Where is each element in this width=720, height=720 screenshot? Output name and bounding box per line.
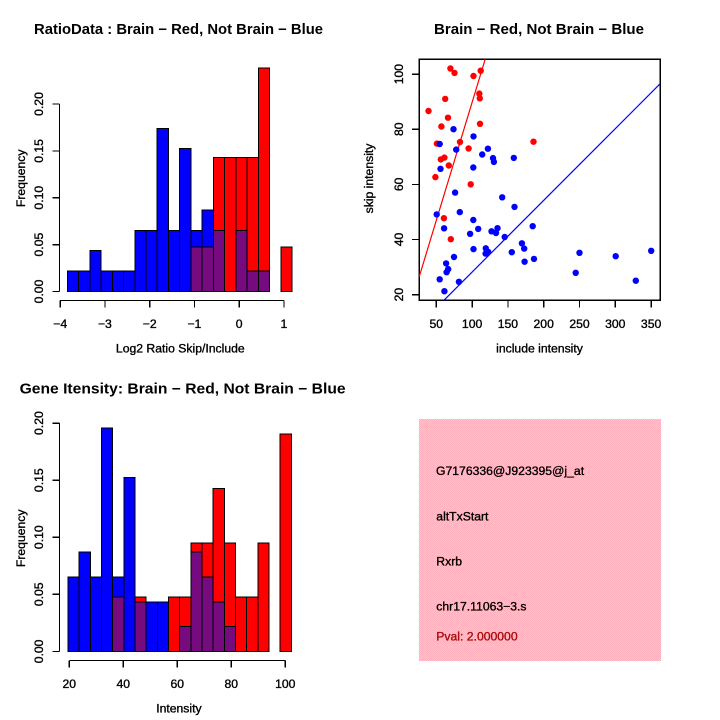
svg-text:0: 0: [236, 317, 243, 331]
svg-text:250: 250: [569, 317, 590, 331]
svg-text:0.00: 0.00: [32, 279, 46, 303]
svg-text:0.10: 0.10: [32, 525, 46, 549]
svg-text:Frequency: Frequency: [14, 509, 28, 567]
svg-text:−4: −4: [53, 317, 67, 331]
svg-text:0.20: 0.20: [32, 411, 46, 435]
svg-text:40: 40: [392, 233, 406, 247]
svg-text:0.00: 0.00: [32, 639, 46, 663]
svg-text:−2: −2: [143, 317, 157, 331]
svg-text:chr17.11063−3.s: chr17.11063−3.s: [436, 600, 526, 614]
svg-text:40: 40: [117, 677, 131, 691]
svg-text:0.10: 0.10: [32, 186, 46, 210]
svg-text:−1: −1: [187, 317, 201, 331]
svg-text:Pval: 2.000000: Pval: 2.000000: [436, 629, 518, 643]
svg-text:350: 350: [641, 317, 662, 331]
svg-text:altTxStart: altTxStart: [436, 509, 489, 523]
svg-text:Intensity: Intensity: [156, 702, 202, 716]
svg-text:0.05: 0.05: [32, 582, 46, 606]
svg-text:0.15: 0.15: [32, 139, 46, 163]
svg-text:150: 150: [498, 317, 519, 331]
svg-text:60: 60: [171, 677, 185, 691]
svg-text:Log2 Ratio Skip/Include: Log2 Ratio Skip/Include: [116, 342, 245, 356]
svg-text:20: 20: [392, 288, 406, 302]
svg-text:Rxrb: Rxrb: [436, 554, 462, 568]
svg-text:skip intensity: skip intensity: [362, 143, 376, 214]
svg-text:Brain − Red, Not Brain − Blue: Brain − Red, Not Brain − Blue: [434, 22, 644, 38]
svg-text:100: 100: [462, 317, 483, 331]
svg-text:300: 300: [605, 317, 626, 331]
svg-text:G7176336@J923395@j_at: G7176336@J923395@j_at: [436, 464, 585, 478]
svg-text:100: 100: [275, 677, 296, 691]
svg-text:Gene Itensity: Brain − Red, No: Gene Itensity: Brain − Red, Not Brain − …: [20, 382, 346, 398]
svg-text:RatioData : Brain − Red, Not B: RatioData : Brain − Red, Not Brain − Blu…: [34, 22, 323, 38]
svg-text:80: 80: [392, 122, 406, 136]
svg-text:0.20: 0.20: [32, 92, 46, 116]
svg-text:0.15: 0.15: [32, 468, 46, 492]
svg-text:60: 60: [392, 177, 406, 191]
svg-text:20: 20: [63, 677, 77, 691]
svg-text:100: 100: [392, 64, 406, 85]
svg-text:include intensity: include intensity: [496, 342, 584, 356]
svg-text:−3: −3: [98, 317, 112, 331]
svg-text:200: 200: [534, 317, 555, 331]
svg-text:Frequency: Frequency: [14, 149, 28, 207]
svg-text:50: 50: [430, 317, 444, 331]
svg-text:1: 1: [281, 317, 288, 331]
svg-text:0.05: 0.05: [32, 233, 46, 257]
svg-text:80: 80: [225, 677, 239, 691]
